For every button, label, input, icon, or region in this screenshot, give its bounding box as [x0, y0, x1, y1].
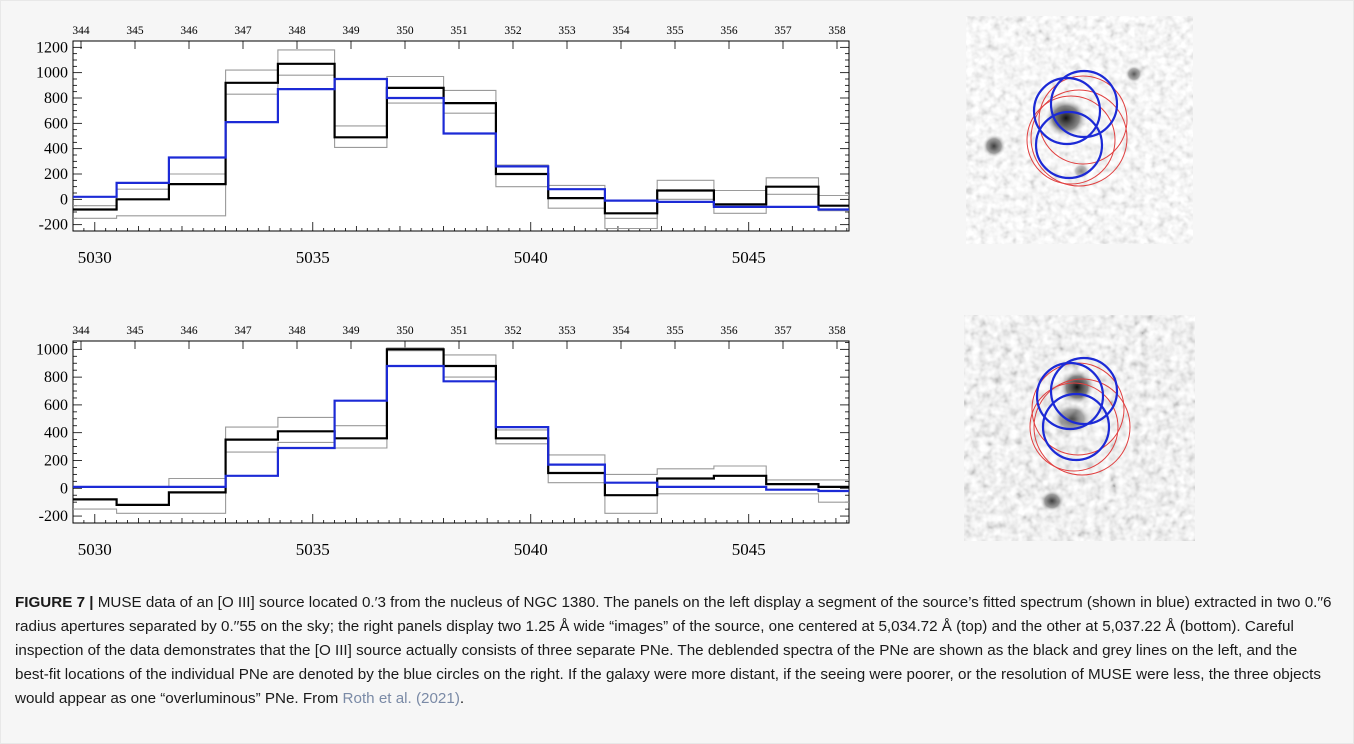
- top-tick-label: 351: [450, 25, 468, 37]
- x-tick-label: 5045: [732, 248, 766, 267]
- top-tick-label: 356: [720, 25, 738, 37]
- pn-circle: [1041, 392, 1111, 462]
- top-tick-label: 345: [126, 25, 144, 37]
- top-tick-label: 346: [180, 25, 198, 37]
- x-tick-label: 5030: [78, 248, 112, 267]
- y-tick-label: 0: [60, 480, 68, 497]
- top-tick-label: 353: [558, 25, 576, 37]
- top-tick-label: 344: [72, 25, 90, 37]
- y-tick-label: 800: [44, 369, 68, 386]
- series-line-2: [73, 348, 849, 506]
- y-tick-label: 1000: [36, 341, 68, 358]
- caption-end: .: [459, 690, 465, 707]
- source-blob: [1059, 369, 1095, 405]
- top-tick-label: 345: [126, 325, 144, 337]
- red-circle: [1038, 75, 1128, 165]
- top-tick-label: 344: [72, 325, 90, 337]
- y-tick-label: -200: [39, 217, 68, 234]
- y-tick-label: 1200: [36, 39, 68, 56]
- pn-circle: [1034, 110, 1104, 180]
- y-tick-label: 200: [44, 166, 68, 183]
- y-tick-label: 1000: [36, 65, 68, 82]
- source-image-bottom: [964, 315, 1195, 541]
- y-tick-label: 400: [44, 141, 68, 158]
- top-tick-label: 350: [396, 25, 414, 37]
- x-tick-label: 5040: [514, 540, 548, 559]
- top-tick-label: 355: [666, 25, 684, 37]
- series-line-3: [73, 364, 849, 493]
- pn-circle: [1049, 356, 1119, 426]
- caption-text: MUSE data of an [O III] source located 0…: [15, 594, 1332, 707]
- red-circle: [1030, 89, 1128, 187]
- top-tick-label: 348: [288, 325, 306, 337]
- top-tick-label: 356: [720, 325, 738, 337]
- chart-panel-bottom: 5030 5035 5040 5045 344 345 346 347 348 349 350 351…: [36, 325, 850, 559]
- y-tick-label: 600: [44, 115, 68, 132]
- y-tick-label: 800: [44, 90, 68, 107]
- figure-label: FIGURE 7 |: [15, 594, 94, 611]
- source-image-top: [966, 16, 1193, 244]
- source-blob: [1044, 98, 1088, 138]
- chart-panel-top: 5030 5035 5040 5045 344 345 346 347 348 349 350 351…: [36, 25, 850, 267]
- red-circle: [1029, 382, 1119, 472]
- plot-frame: [72, 40, 850, 232]
- pn-circle: [1035, 361, 1105, 431]
- top-tick-label: 349: [342, 325, 360, 337]
- top-tick-label: 346: [180, 325, 198, 337]
- y-tick-label: 0: [60, 191, 68, 208]
- y-tick-label: -200: [39, 508, 68, 525]
- red-circle: [1033, 378, 1131, 476]
- spectra-charts: 5030 5035 5040 5045 344 345 346 347 348 349 350 351…: [36, 25, 850, 559]
- pn-circle: [1049, 69, 1119, 139]
- y-tick-label: 600: [44, 397, 68, 414]
- top-tick-label: 357: [774, 325, 792, 337]
- top-tick-label: 347: [234, 325, 252, 337]
- x-tick-label: 5035: [296, 540, 330, 559]
- top-tick-label: 349: [342, 25, 360, 37]
- x-tick-label: 5035: [296, 248, 330, 267]
- series-line-2: [73, 62, 849, 215]
- x-tick-label: 5045: [732, 540, 766, 559]
- red-circle: [1026, 95, 1116, 185]
- top-tick-label: 355: [666, 325, 684, 337]
- y-tick-label: 400: [44, 425, 68, 442]
- top-tick-label: 347: [234, 25, 252, 37]
- pn-circle: [1032, 76, 1102, 146]
- top-tick-label: 350: [396, 325, 414, 337]
- series-line-0: [73, 49, 849, 219]
- top-tick-label: 353: [558, 325, 576, 337]
- top-tick-label: 358: [828, 325, 846, 337]
- top-tick-label: 358: [828, 25, 846, 37]
- reference-link[interactable]: Roth et al. (2021): [342, 690, 460, 707]
- top-tick-label: 354: [612, 325, 630, 337]
- x-tick-label: 5040: [514, 248, 548, 267]
- series-line-3: [73, 77, 849, 211]
- plot-frame: [72, 340, 850, 524]
- top-tick-label: 352: [504, 25, 522, 37]
- top-tick-label: 354: [612, 25, 630, 37]
- figure-caption: FIGURE 7 | MUSE data of an [O III] sourc…: [15, 591, 1335, 711]
- x-tick-label: 5030: [78, 540, 112, 559]
- top-tick-label: 352: [504, 325, 522, 337]
- top-tick-label: 357: [774, 25, 792, 37]
- top-tick-label: 351: [450, 325, 468, 337]
- top-tick-label: 348: [288, 25, 306, 37]
- y-tick-label: 200: [44, 452, 68, 469]
